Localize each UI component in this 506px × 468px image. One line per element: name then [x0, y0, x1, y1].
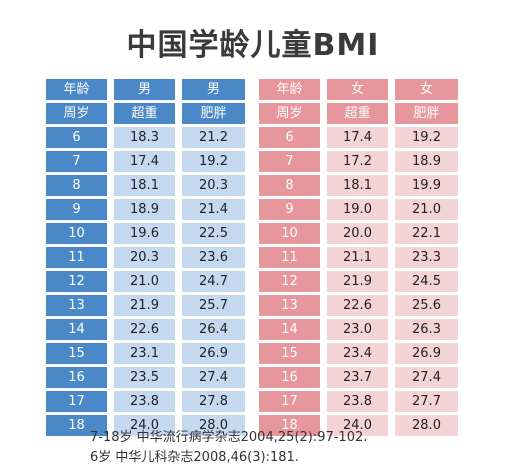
girls-header-unit: 周岁 — [259, 103, 320, 124]
boys-age-cell: 16 — [46, 367, 107, 388]
girls-obese-cell: 18.9 — [395, 151, 458, 172]
boys-obese-cell: 25.7 — [182, 295, 245, 316]
boys-overweight-cell: 23.1 — [114, 343, 175, 364]
boys-obese-cell: 26.9 — [182, 343, 245, 364]
boys-overweight-cell: 23.5 — [114, 367, 175, 388]
girls-overweight-cell: 17.2 — [327, 151, 388, 172]
girls-obese-cell: 25.6 — [395, 295, 458, 316]
boys-overweight-cell: 24.0 — [114, 415, 175, 436]
girls-overweight-cell: 20.0 — [327, 223, 388, 244]
girls-obese-cell: 23.3 — [395, 247, 458, 268]
boys-overweight-cell: 17.4 — [114, 151, 175, 172]
girls-obese-cell: 21.0 — [395, 199, 458, 220]
boys-header-age: 年龄 — [46, 79, 107, 100]
boys-obese-cell: 23.6 — [182, 247, 245, 268]
girls-obese-cell: 24.5 — [395, 271, 458, 292]
boys-header-sex: 男 — [114, 79, 175, 100]
boys-obese-cell: 19.2 — [182, 151, 245, 172]
boys-overweight-cell: 18.3 — [114, 127, 175, 148]
reference-line: 6岁 中华儿科杂志2008,46(3):181. — [90, 450, 299, 465]
girls-table: 年龄 女 女 周岁 超重 肥胖 6 17.4 19.2 7 17.2 18.9 8 18.1 1… — [259, 79, 458, 436]
girls-age-cell: 14 — [259, 319, 320, 340]
reference-line: 7-18岁 中华流行病学杂志2004,25(2):97-102. — [90, 430, 368, 445]
boys-age-cell: 6 — [46, 127, 107, 148]
girls-overweight-cell: 19.0 — [327, 199, 388, 220]
boys-overweight-cell: 20.3 — [114, 247, 175, 268]
boys-age-cell: 18 — [46, 415, 107, 436]
boys-age-cell: 14 — [46, 319, 107, 340]
boys-obese-cell: 20.3 — [182, 175, 245, 196]
boys-overweight-cell: 23.8 — [114, 391, 175, 412]
boys-header-overweight: 超重 — [114, 103, 175, 124]
boys-obese-cell: 21.4 — [182, 199, 245, 220]
girls-age-cell: 13 — [259, 295, 320, 316]
boys-header-sex: 男 — [182, 79, 245, 100]
girls-age-cell: 8 — [259, 175, 320, 196]
girls-header-age: 年龄 — [259, 79, 320, 100]
girls-age-cell: 17 — [259, 391, 320, 412]
boys-overweight-cell: 21.0 — [114, 271, 175, 292]
girls-header-sex: 女 — [395, 79, 458, 100]
girls-obese-cell: 19.2 — [395, 127, 458, 148]
boys-overweight-cell: 21.9 — [114, 295, 175, 316]
boys-age-cell: 8 — [46, 175, 107, 196]
boys-age-cell: 10 — [46, 223, 107, 244]
girls-overweight-cell: 21.9 — [327, 271, 388, 292]
girls-age-cell: 12 — [259, 271, 320, 292]
boys-overweight-cell: 19.6 — [114, 223, 175, 244]
boys-overweight-cell: 18.1 — [114, 175, 175, 196]
girls-age-cell: 7 — [259, 151, 320, 172]
boys-obese-cell: 27.4 — [182, 367, 245, 388]
boys-age-cell: 9 — [46, 199, 107, 220]
girls-overweight-cell: 22.6 — [327, 295, 388, 316]
page-title: 中国学龄儿童BMI — [126, 28, 380, 63]
girls-age-cell: 18 — [259, 415, 320, 436]
boys-age-cell: 15 — [46, 343, 107, 364]
girls-age-cell: 16 — [259, 367, 320, 388]
girls-header-obese: 肥胖 — [395, 103, 458, 124]
references: 7-18岁 中华流行病学杂志2004,25(2):97-102. 6岁 中华儿科… — [90, 428, 506, 468]
boys-obese-cell: 24.7 — [182, 271, 245, 292]
girls-age-cell: 10 — [259, 223, 320, 244]
girls-obese-cell: 28.0 — [395, 415, 458, 436]
girls-overweight-cell: 23.0 — [327, 319, 388, 340]
girls-age-cell: 9 — [259, 199, 320, 220]
boys-age-cell: 17 — [46, 391, 107, 412]
boys-age-cell: 13 — [46, 295, 107, 316]
boys-age-cell: 7 — [46, 151, 107, 172]
girls-overweight-cell: 17.4 — [327, 127, 388, 148]
girls-obese-cell: 27.7 — [395, 391, 458, 412]
boys-age-cell: 11 — [46, 247, 107, 268]
boys-overweight-cell: 22.6 — [114, 319, 175, 340]
boys-obese-cell: 28.0 — [182, 415, 245, 436]
boys-header-obese: 肥胖 — [182, 103, 245, 124]
boys-overweight-cell: 18.9 — [114, 199, 175, 220]
boys-header-unit: 周岁 — [46, 103, 107, 124]
girls-obese-cell: 27.4 — [395, 367, 458, 388]
girls-overweight-cell: 23.4 — [327, 343, 388, 364]
boys-obese-cell: 27.8 — [182, 391, 245, 412]
girls-overweight-cell: 24.0 — [327, 415, 388, 436]
girls-age-cell: 15 — [259, 343, 320, 364]
girls-age-cell: 6 — [259, 127, 320, 148]
girls-obese-cell: 19.9 — [395, 175, 458, 196]
girls-obese-cell: 26.3 — [395, 319, 458, 340]
girls-overweight-cell: 23.7 — [327, 367, 388, 388]
girls-obese-cell: 22.1 — [395, 223, 458, 244]
boys-obese-cell: 26.4 — [182, 319, 245, 340]
girls-overweight-cell: 18.1 — [327, 175, 388, 196]
boys-obese-cell: 21.2 — [182, 127, 245, 148]
boys-obese-cell: 22.5 — [182, 223, 245, 244]
boys-age-cell: 12 — [46, 271, 107, 292]
girls-overweight-cell: 23.8 — [327, 391, 388, 412]
girls-overweight-cell: 21.1 — [327, 247, 388, 268]
girls-header-sex: 女 — [327, 79, 388, 100]
boys-table: 年龄 男 男 周岁 超重 肥胖 6 18.3 21.2 7 17.4 19.2 8 18.1 2… — [46, 79, 245, 436]
girls-age-cell: 11 — [259, 247, 320, 268]
girls-obese-cell: 26.9 — [395, 343, 458, 364]
girls-header-overweight: 超重 — [327, 103, 388, 124]
